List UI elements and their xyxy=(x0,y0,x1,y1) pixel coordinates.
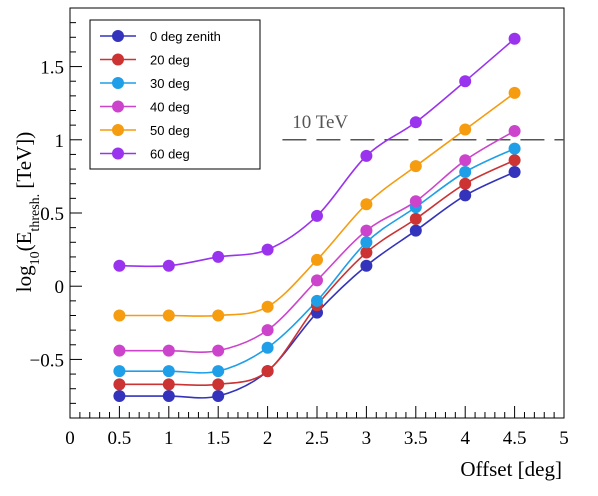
legend-label: 40 deg xyxy=(150,100,190,115)
x-axis-label: Offset [deg] xyxy=(460,457,562,481)
y-tick-label: −0.5 xyxy=(30,350,64,371)
data-point xyxy=(162,378,175,391)
data-point xyxy=(162,365,175,378)
legend-swatch-marker xyxy=(112,53,124,66)
data-point xyxy=(261,365,274,378)
data-point xyxy=(162,309,175,322)
data-point xyxy=(212,378,225,391)
data-point xyxy=(113,365,126,378)
data-point xyxy=(261,243,274,256)
y-axis-label: log10(Ethresh. [TeV]) xyxy=(12,132,43,292)
data-point xyxy=(311,253,323,266)
y-tick-label: 1.5 xyxy=(40,58,64,79)
data-point xyxy=(360,198,373,211)
legend-label: 30 deg xyxy=(150,76,190,91)
data-point xyxy=(459,177,472,190)
x-tick-label: 4 xyxy=(460,428,470,449)
data-point xyxy=(162,259,175,272)
legend-swatch-marker xyxy=(112,147,124,160)
data-point xyxy=(113,259,126,272)
data-point xyxy=(409,116,422,129)
data-point xyxy=(459,154,472,167)
data-point xyxy=(261,324,274,337)
legend-label: 60 deg xyxy=(150,147,190,162)
legend-swatch-marker xyxy=(112,30,124,42)
y-tick-label: 1 xyxy=(55,131,65,152)
data-point xyxy=(409,195,422,208)
data-point xyxy=(311,209,323,222)
legend-swatch-marker xyxy=(112,100,124,113)
data-point xyxy=(409,224,422,237)
data-point xyxy=(212,365,225,378)
data-point xyxy=(162,344,175,357)
x-tick-label: 3 xyxy=(362,428,372,449)
data-point xyxy=(311,274,323,287)
data-point xyxy=(212,344,225,357)
data-point xyxy=(360,149,373,162)
data-point xyxy=(409,160,422,173)
legend-swatch-marker xyxy=(112,124,124,136)
legend-swatch-marker xyxy=(112,77,124,89)
reference-line-label: 10 TeV xyxy=(292,112,348,133)
data-point xyxy=(162,390,175,403)
data-point xyxy=(360,224,373,237)
data-point xyxy=(113,344,126,357)
data-point xyxy=(113,309,126,322)
data-point xyxy=(508,86,521,99)
legend-label: 50 deg xyxy=(150,123,190,138)
data-point xyxy=(409,212,422,225)
x-tick-label: 5 xyxy=(559,428,569,449)
data-point xyxy=(459,123,472,136)
data-point xyxy=(508,142,521,155)
x-tick-label: 3.5 xyxy=(404,428,428,449)
data-point xyxy=(212,309,225,322)
data-point xyxy=(459,75,472,88)
data-point xyxy=(261,300,274,313)
legend-label: 20 deg xyxy=(150,53,190,68)
axes-group: 0 0.5 1 1.5 2 2.5 3 3.5 4 4.5 5 −0.5 0 0.5 1 1.5 xyxy=(30,7,569,449)
x-tick-label: 1 xyxy=(164,428,174,449)
x-tick-label: 4.5 xyxy=(503,428,527,449)
data-point xyxy=(113,390,126,403)
series-group xyxy=(113,32,521,403)
data-point xyxy=(113,378,126,391)
data-point xyxy=(508,154,521,167)
legend-box xyxy=(89,19,261,170)
data-point xyxy=(360,236,373,249)
data-point xyxy=(261,341,274,354)
data-point xyxy=(212,250,225,263)
data-point xyxy=(508,166,521,178)
data-point xyxy=(212,390,225,403)
x-tick-label: 0 xyxy=(65,428,75,449)
data-point xyxy=(360,259,373,272)
x-tick-label: 2 xyxy=(263,428,273,449)
data-point xyxy=(459,166,472,178)
x-tick-label: 1.5 xyxy=(206,428,230,449)
legend-label: 0 deg zenith xyxy=(150,29,221,44)
data-point xyxy=(311,294,323,307)
data-point xyxy=(360,246,373,259)
data-point xyxy=(459,189,472,202)
x-tick-label: 2.5 xyxy=(305,428,329,449)
legend: 0 deg zenith 20 deg 30 deg 40 deg 50 deg 60 d… xyxy=(89,19,261,170)
reference-line-group: 10 TeV xyxy=(282,112,564,141)
data-point xyxy=(508,32,521,45)
data-point xyxy=(508,125,521,137)
x-tick-label: 0.5 xyxy=(108,428,132,449)
y-tick-label: 0 xyxy=(55,277,65,298)
y-tick-label: 0.5 xyxy=(40,204,64,225)
